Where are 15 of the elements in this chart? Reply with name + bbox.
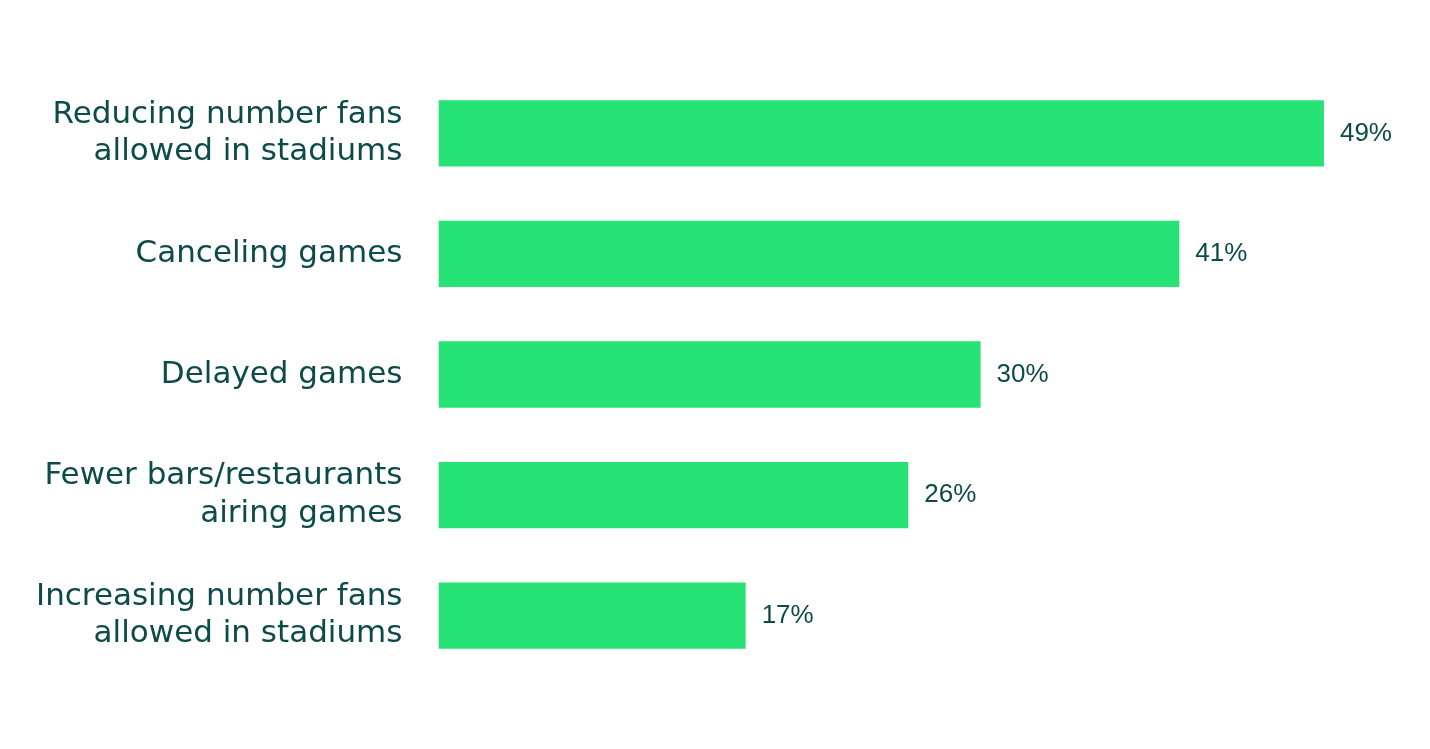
y-tick-label: Canceling games: [135, 233, 403, 270]
y-tick-label: Fewer bars/restaurants airing games: [44, 455, 403, 529]
bar: [438, 220, 1180, 288]
data-label: 26%: [924, 478, 977, 509]
bar: [438, 461, 909, 529]
y-tick-label: Delayed games: [160, 353, 403, 390]
y-tick-label: Reducing number fans allowed in stadiums: [52, 93, 403, 168]
bar: [438, 341, 981, 408]
data-label: 49%: [1339, 116, 1392, 147]
bar: [438, 582, 746, 649]
bar: [438, 100, 1324, 167]
y-tick-label: Increasing number fans allowed in stadiums: [35, 575, 403, 650]
data-label: 17%: [761, 598, 814, 629]
data-label: 41%: [1195, 237, 1248, 268]
data-label: 30%: [996, 357, 1049, 388]
